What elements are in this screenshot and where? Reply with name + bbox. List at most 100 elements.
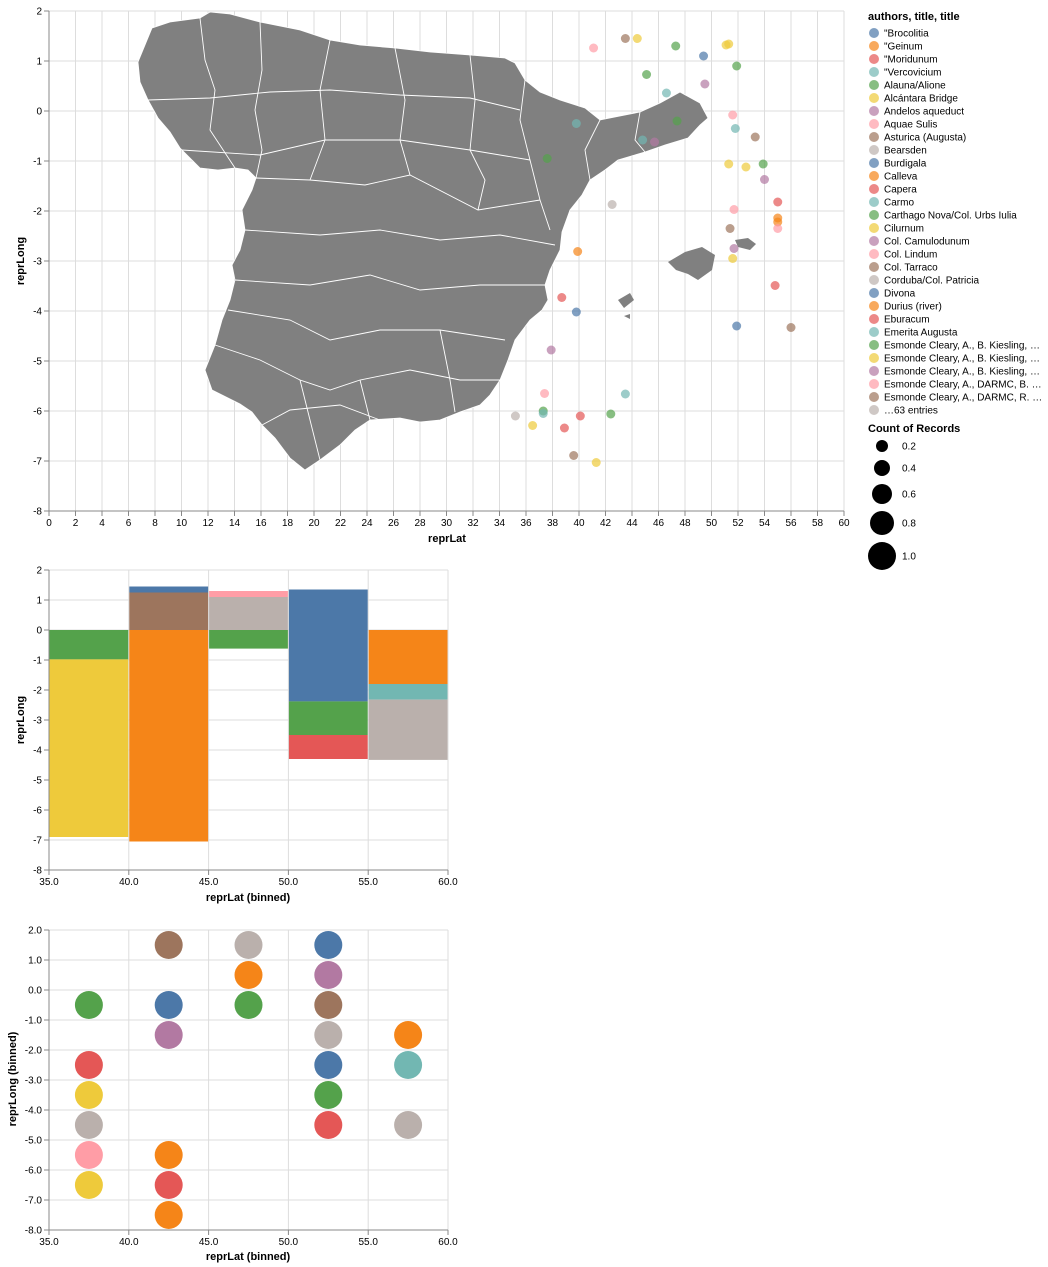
binned-point bbox=[314, 1081, 343, 1109]
binned-point bbox=[74, 1141, 103, 1169]
y-tick-label: 2.0 bbox=[28, 926, 42, 937]
legend-swatch bbox=[869, 158, 879, 168]
legend-swatch bbox=[869, 106, 879, 116]
data-point bbox=[540, 389, 550, 398]
data-point bbox=[770, 281, 780, 290]
y-tick-label: -5 bbox=[33, 776, 42, 787]
y-tick-label: 1.0 bbox=[28, 956, 42, 967]
data-point bbox=[725, 224, 735, 233]
data-point bbox=[724, 159, 734, 169]
binned-point bbox=[234, 961, 263, 989]
bar-chart-y-title: reprLong bbox=[15, 696, 27, 744]
legend-swatch bbox=[869, 314, 879, 324]
legend-label: "Geinum bbox=[884, 42, 923, 53]
data-point bbox=[732, 321, 742, 331]
legend-label: Col. Tarraco bbox=[884, 263, 938, 274]
legend-label: Aquae Sulis bbox=[884, 120, 937, 131]
bar-segment bbox=[49, 659, 129, 837]
size-legend-circle bbox=[872, 484, 892, 504]
binned-point bbox=[74, 1111, 103, 1139]
binned-point bbox=[154, 931, 183, 959]
bar-segment bbox=[209, 630, 288, 649]
legend-swatch bbox=[869, 67, 879, 77]
color-legend[interactable]: authors, title, title "Brocolitia "Geinum… bbox=[868, 11, 1042, 417]
x-tick-label: 50.0 bbox=[279, 877, 299, 888]
data-point bbox=[528, 421, 538, 430]
y-tick-label: -5.0 bbox=[25, 1136, 43, 1147]
x-tick-label: 48 bbox=[679, 518, 691, 529]
x-tick-label: 45.0 bbox=[199, 877, 219, 888]
y-tick-label: -1.0 bbox=[25, 1016, 43, 1027]
data-point bbox=[620, 389, 630, 399]
legend-swatch bbox=[869, 249, 879, 259]
data-point bbox=[750, 132, 760, 142]
mallorca-island bbox=[668, 247, 715, 280]
binned-point bbox=[394, 1051, 423, 1079]
data-point bbox=[571, 119, 581, 128]
legend-swatch bbox=[869, 93, 879, 103]
data-point bbox=[671, 41, 681, 51]
y-tick-label: -2 bbox=[33, 686, 42, 697]
y-tick-label: -5 bbox=[33, 357, 42, 368]
x-tick-label: 4 bbox=[99, 518, 105, 529]
binned-point bbox=[314, 1021, 343, 1049]
binned-point bbox=[314, 931, 343, 959]
x-tick-label: 35.0 bbox=[39, 877, 59, 888]
data-point bbox=[699, 51, 709, 61]
data-point bbox=[730, 124, 740, 133]
data-point bbox=[620, 34, 630, 43]
data-point bbox=[729, 244, 739, 253]
bar-segment bbox=[209, 591, 288, 597]
size-legend-circle bbox=[874, 460, 890, 476]
data-point bbox=[728, 110, 738, 120]
data-point bbox=[575, 411, 585, 421]
map-chart-axes: 0 2 4 6 8 10 12 14 16 18 20 22 24 26 28 30 32 34 36 38 40 42 4… bbox=[33, 7, 850, 530]
data-point bbox=[661, 88, 671, 98]
data-point bbox=[672, 116, 682, 126]
x-tick-label: 60.0 bbox=[438, 877, 458, 888]
y-tick-label: -4 bbox=[33, 746, 42, 757]
legend-swatch bbox=[869, 223, 879, 233]
y-tick-label: 0 bbox=[36, 107, 42, 118]
legend-label: Esmonde Cleary, A., DARMC, R. … bbox=[884, 393, 1042, 404]
size-legend-title: Count of Records bbox=[868, 423, 960, 435]
legend-label: Esmonde Cleary, A., B. Kiesling, … bbox=[884, 354, 1040, 365]
legend-swatch bbox=[869, 41, 879, 51]
x-tick-label: 44 bbox=[626, 518, 638, 529]
y-tick-label: 1 bbox=[36, 596, 42, 607]
size-legend-label: 1.0 bbox=[902, 552, 916, 563]
x-tick-label: 38 bbox=[547, 518, 559, 529]
x-tick-label: 12 bbox=[202, 518, 214, 529]
formentera-island bbox=[624, 314, 630, 319]
legend-label: "Brocolitia bbox=[884, 29, 929, 40]
x-tick-label: 60 bbox=[838, 518, 850, 529]
data-point bbox=[542, 154, 552, 163]
binned-point bbox=[154, 1141, 183, 1169]
size-legend-label: 0.8 bbox=[902, 519, 916, 530]
legend-swatch bbox=[869, 54, 879, 64]
y-tick-label: -4 bbox=[33, 307, 42, 318]
legend-swatch bbox=[869, 379, 879, 389]
legend-label: Capera bbox=[884, 185, 917, 196]
binned-point bbox=[74, 991, 103, 1019]
legend-swatch bbox=[869, 80, 879, 90]
x-tick-label: 2 bbox=[73, 518, 79, 529]
legend-swatch bbox=[869, 301, 879, 311]
data-point bbox=[589, 43, 599, 53]
map-chart-x-title: reprLat bbox=[428, 533, 466, 545]
legend-label: Esmonde Cleary, A., B. Kiesling, … bbox=[884, 341, 1040, 352]
legend-label: Alauna/Alione bbox=[884, 81, 946, 92]
x-tick-label: 34 bbox=[494, 518, 506, 529]
x-tick-label: 16 bbox=[255, 518, 267, 529]
x-tick-label: 50 bbox=[706, 518, 718, 529]
y-tick-label: -6 bbox=[33, 407, 42, 418]
binned-scatter-chart: 35.0 40.0 45.0 50.0 55.0 60.0 -8.0 -7.0 -6.0 -5.0… bbox=[7, 926, 458, 1264]
legend-label: Cilurnum bbox=[884, 224, 924, 235]
y-tick-label: -8.0 bbox=[25, 1226, 43, 1237]
binned-scatter-axes: 35.0 40.0 45.0 50.0 55.0 60.0 -8.0 -7.0 -6.0 -5.0… bbox=[25, 926, 458, 1249]
binned-point bbox=[74, 1171, 103, 1199]
binned-point bbox=[314, 1111, 343, 1139]
y-tick-label: 0 bbox=[36, 626, 42, 637]
data-point bbox=[773, 217, 783, 227]
y-tick-label: 2 bbox=[36, 566, 42, 577]
